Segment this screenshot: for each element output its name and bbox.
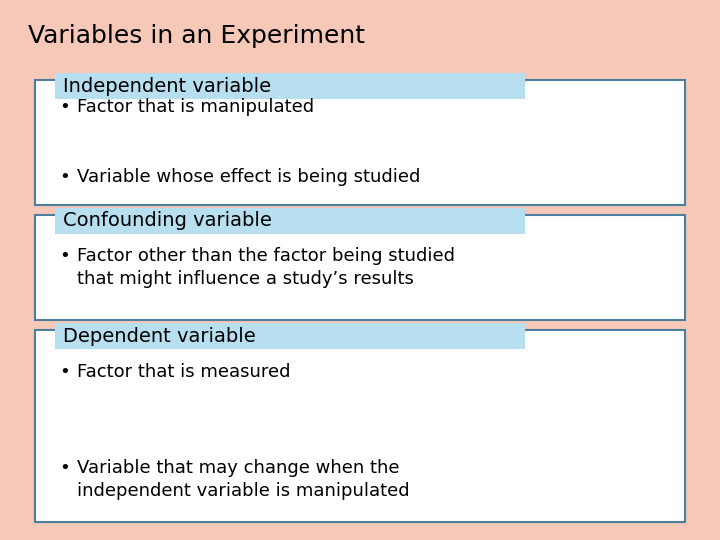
Text: •: •	[60, 459, 71, 477]
Bar	[55, 208, 525, 234]
Text: Factor other than the factor being studied
that might influence a study’s result: Factor other than the factor being studi…	[77, 247, 455, 288]
Text: Variables in an Experiment: Variables in an Experiment	[28, 24, 365, 48]
Text: Independent variable: Independent variable	[63, 77, 271, 96]
Bar	[35, 215, 685, 320]
Text: Factor that is manipulated: Factor that is manipulated	[77, 98, 314, 117]
Text: Variable whose effect is being studied: Variable whose effect is being studied	[77, 168, 420, 186]
Text: •: •	[60, 98, 71, 117]
Bar	[55, 73, 525, 99]
Text: Confounding variable: Confounding variable	[63, 212, 272, 231]
Text: •: •	[60, 168, 71, 186]
Text: Variable that may change when the
independent variable is manipulated: Variable that may change when the indepe…	[77, 460, 410, 500]
Bar	[35, 80, 685, 205]
Text: Factor that is measured: Factor that is measured	[77, 363, 290, 381]
Text: •: •	[60, 247, 71, 265]
Bar	[55, 323, 525, 349]
Bar	[35, 330, 685, 522]
Text: •: •	[60, 363, 71, 381]
Text: Dependent variable: Dependent variable	[63, 327, 256, 346]
